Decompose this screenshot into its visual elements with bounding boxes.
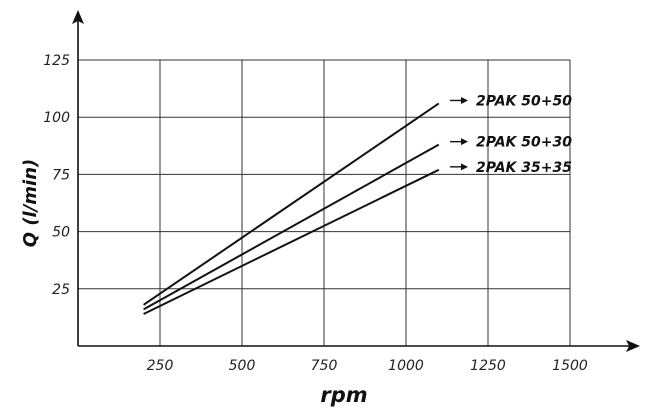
x-tick-label-750: 750 bbox=[311, 358, 338, 374]
legend-label-3: 2PAK 35+35 bbox=[476, 160, 572, 176]
legend-label-2: 2PAK 50+30 bbox=[476, 135, 572, 151]
series-line-3 bbox=[143, 168, 440, 315]
x-tick-labels: 250 500 750 1000 1250 1500 bbox=[147, 358, 588, 374]
y-tick-labels: 25 50 75 100 125 bbox=[43, 53, 70, 298]
y-tick-label-125: 125 bbox=[43, 53, 70, 69]
axes bbox=[72, 10, 640, 352]
legend-label-1: 2PAK 50+50 bbox=[476, 93, 572, 109]
x-axis-title: rpm bbox=[320, 383, 367, 407]
x-tick-label-1000: 1000 bbox=[388, 358, 424, 374]
x-tick-label-500: 500 bbox=[229, 358, 256, 374]
y-tick-label-50: 50 bbox=[52, 225, 70, 241]
y-tick-label-25: 25 bbox=[52, 282, 70, 298]
x-tick-label-1250: 1250 bbox=[470, 358, 506, 374]
legend: 2PAK 50+50 2PAK 50+30 2PAK 35+35 bbox=[450, 93, 572, 176]
grid-lines bbox=[78, 59, 571, 346]
legend-arrow-icon-3 bbox=[461, 163, 468, 171]
x-axis-arrow-icon bbox=[626, 340, 640, 352]
y-axis-title: Q (l/min) bbox=[20, 159, 41, 248]
x-tick-label-250: 250 bbox=[147, 358, 174, 374]
legend-arrow-icon-1 bbox=[461, 96, 468, 104]
x-tick-label-1500: 1500 bbox=[552, 358, 588, 374]
series-line-1 bbox=[143, 102, 440, 306]
y-tick-label-75: 75 bbox=[52, 167, 70, 183]
legend-arrow-icon-2 bbox=[461, 138, 468, 146]
series-lines bbox=[143, 102, 440, 315]
y-tick-label-100: 100 bbox=[43, 110, 70, 126]
y-axis-arrow-icon bbox=[72, 10, 84, 24]
series-line-2 bbox=[143, 143, 440, 311]
